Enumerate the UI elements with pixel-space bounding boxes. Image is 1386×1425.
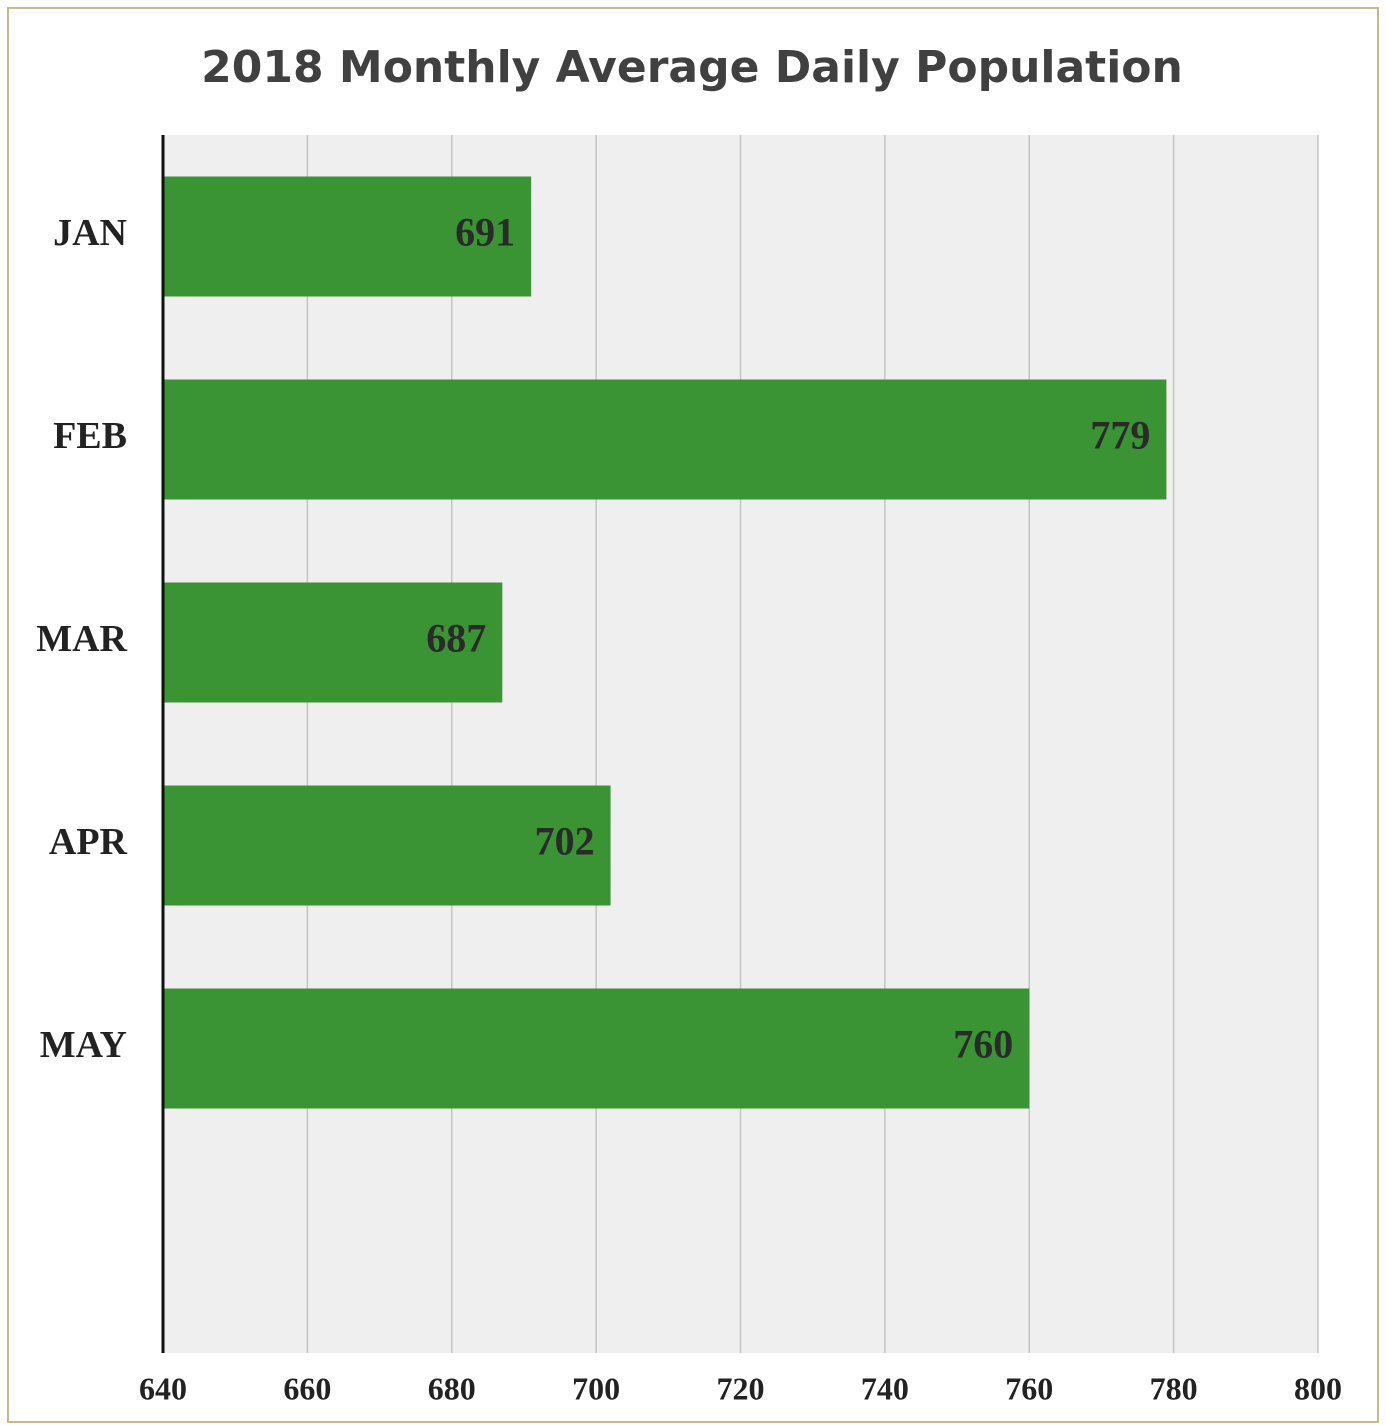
value-label: 702	[535, 819, 595, 864]
value-label: 779	[1090, 413, 1150, 458]
bar	[163, 988, 1030, 1109]
chart-title: 2018 Monthly Average Daily Population	[201, 42, 1183, 93]
y-tick-label: JAN	[53, 212, 127, 254]
value-label: 760	[953, 1022, 1013, 1067]
x-tick-label: 760	[1005, 1370, 1053, 1406]
y-tick-label: MAY	[40, 1024, 127, 1066]
x-tick-label: 800	[1294, 1370, 1342, 1406]
x-tick-label: 680	[428, 1370, 476, 1406]
value-label: 687	[426, 616, 486, 661]
bar	[163, 176, 532, 297]
y-tick-label: MAR	[36, 618, 127, 660]
y-tick-label: APR	[49, 821, 128, 863]
x-tick-label: 640	[139, 1370, 187, 1406]
bar	[163, 379, 1167, 500]
y-tick-label: FEB	[53, 415, 127, 457]
x-tick-label: 660	[283, 1370, 331, 1406]
bar	[163, 582, 503, 703]
bar	[163, 785, 611, 906]
value-label: 691	[455, 210, 515, 255]
x-tick-label: 780	[1150, 1370, 1198, 1406]
x-tick-label: 720	[717, 1370, 765, 1406]
x-tick-label: 740	[861, 1370, 909, 1406]
x-tick-label: 700	[572, 1370, 620, 1406]
